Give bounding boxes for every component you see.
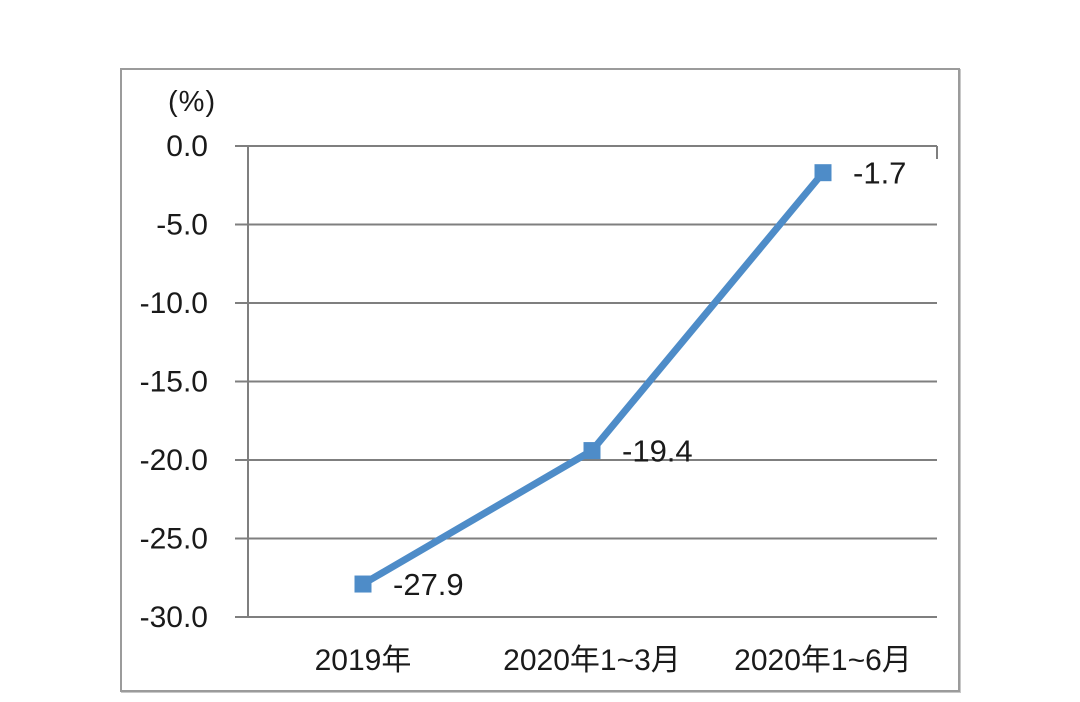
y-axis-tick-label: -10.0 [140,287,208,320]
y-axis-tick-label: -20.0 [140,444,208,477]
y-axis-tick-label: -5.0 [156,209,208,242]
series-line [359,169,827,588]
x-axis-category-label: 2020年1~6月 [734,644,912,677]
chart-frame: (%) 0.0 -5.0 -10.0 -15.0 -20.0 -25.0 -30.0 -27.… [120,68,960,692]
data-point-marker [814,164,832,182]
y-axis-tick-label: -25.0 [140,523,208,556]
line-chart-plot: 0.0 -5.0 -10.0 -15.0 -20.0 -25.0 -30.0 -27.9 -19… [140,130,938,677]
data-point-label: -1.7 [853,156,906,191]
y-axis-tick-label: -30.0 [140,601,208,634]
x-axis-category-label: 2019年 [315,644,412,677]
data-point-label: -27.9 [393,567,464,602]
y-axis-tick-label: 0.0 [166,130,208,163]
y-axis-tick-label: -15.0 [140,366,208,399]
data-point-label: -19.4 [622,434,693,469]
data-point-marker [354,575,372,593]
y-axis-unit-label: (%) [168,86,217,118]
x-axis-category-label: 2020年1~3月 [503,644,681,677]
data-point-marker [583,442,601,460]
